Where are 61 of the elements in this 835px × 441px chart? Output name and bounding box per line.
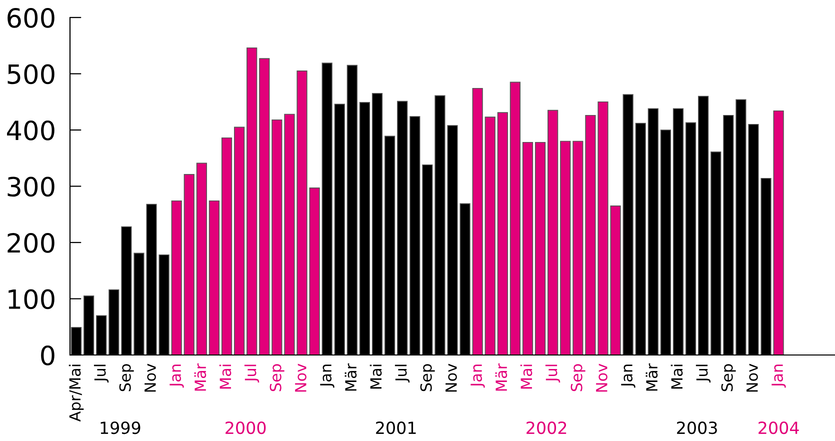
bar bbox=[773, 110, 784, 355]
bar bbox=[534, 142, 546, 355]
bar bbox=[497, 112, 508, 355]
x-tick-label: Jul bbox=[394, 364, 410, 383]
x-tick-label: Jul bbox=[696, 364, 711, 383]
x-tick-label: Nov bbox=[295, 364, 306, 392]
bar bbox=[221, 137, 232, 355]
x-tick-label: Sep bbox=[119, 364, 134, 392]
bar bbox=[234, 126, 245, 355]
y-tick-label: 600 bbox=[8, 8, 54, 28]
x-tick-label: Jan bbox=[320, 364, 334, 388]
x-tick-label: Sep bbox=[420, 364, 435, 392]
x-tick-label: Sep bbox=[570, 364, 586, 392]
x-tick-label: Mai bbox=[520, 364, 532, 389]
bar bbox=[560, 140, 571, 355]
x-tick-label: Jan bbox=[772, 364, 786, 388]
x-tick-label: Nov bbox=[746, 364, 758, 392]
y-tick-label: 500 bbox=[8, 64, 54, 84]
y-tick-label: 300 bbox=[8, 176, 54, 197]
x-tick-label: Nov bbox=[596, 364, 608, 392]
bar bbox=[246, 47, 258, 355]
x-tick-label: Mai bbox=[370, 364, 382, 389]
bar bbox=[208, 200, 220, 355]
bar bbox=[548, 110, 558, 355]
x-tick-label: Mär bbox=[495, 363, 508, 391]
text: 2004 bbox=[758, 421, 799, 434]
y-tick-label: 100 bbox=[8, 289, 54, 310]
text: 1999 bbox=[100, 421, 140, 434]
bar bbox=[522, 142, 534, 355]
x-tick-label: Jul bbox=[94, 364, 109, 383]
y-tick-label: 400 bbox=[7, 120, 54, 140]
bar bbox=[484, 116, 496, 355]
x-tick-label: Jan bbox=[170, 364, 184, 388]
text: 2002 bbox=[526, 421, 566, 434]
bar bbox=[510, 82, 521, 355]
bar bbox=[259, 58, 270, 355]
x-tick-label: Jul bbox=[244, 364, 260, 383]
bar bbox=[272, 119, 282, 355]
x-tick-label: Mai bbox=[670, 364, 683, 389]
x-tick-label: Mär bbox=[646, 363, 658, 391]
x-tick-label: Sep bbox=[721, 364, 736, 392]
x-tick-label: Jan bbox=[470, 364, 485, 388]
text: 2000 bbox=[226, 421, 266, 434]
x-tick-label: Nov bbox=[144, 364, 156, 392]
text: 2003 bbox=[677, 421, 717, 434]
text: 2001 bbox=[376, 421, 416, 434]
bar bbox=[171, 200, 182, 355]
x-tick-label: Jan bbox=[621, 364, 636, 388]
bar bbox=[472, 88, 483, 355]
x-tick-label: Sep bbox=[270, 364, 284, 392]
x-tick-label: Mai bbox=[219, 364, 232, 389]
bar bbox=[572, 140, 584, 355]
x-tick-label: Mär bbox=[194, 363, 206, 391]
bar bbox=[184, 174, 194, 355]
x-tick-label: Mär bbox=[344, 363, 357, 391]
x-tick-label: Nov bbox=[446, 364, 457, 392]
y-tick-label: 200 bbox=[8, 232, 54, 253]
bar bbox=[196, 162, 207, 355]
x-tick-label: Apr/Mai bbox=[68, 364, 84, 422]
y-tick-label: 0 bbox=[41, 345, 54, 366]
x-tick-label: Jul bbox=[545, 364, 560, 383]
